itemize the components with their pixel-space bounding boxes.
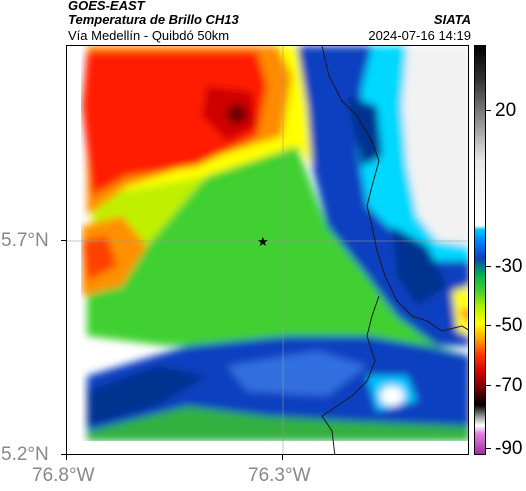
lat-label: 5.2°N bbox=[1, 444, 49, 465]
colorbar-tick bbox=[486, 325, 491, 326]
location-star-icon: ★ bbox=[257, 235, 269, 250]
clear-sky-region bbox=[402, 46, 468, 246]
brand-label: SIATA bbox=[433, 12, 471, 27]
product-title: Temperatura de Brillo CH13 bbox=[68, 12, 239, 27]
coastline-boundary bbox=[321, 46, 468, 454]
timestamp-label: 2024-07-16 14:19 bbox=[368, 28, 471, 43]
red-core-region bbox=[82, 51, 267, 196]
colorbar-label: -50 bbox=[495, 315, 523, 336]
lon-tick bbox=[282, 455, 283, 460]
green-field-region bbox=[87, 146, 468, 376]
colorbar-label: -30 bbox=[495, 256, 523, 277]
colorbar-tick bbox=[486, 448, 491, 449]
colorbar-tick bbox=[486, 110, 491, 111]
colorbar bbox=[474, 45, 486, 455]
lon-label: 76.3°W bbox=[248, 465, 311, 486]
lat-label: 5.7°N bbox=[1, 230, 49, 251]
cyan-edge-region bbox=[357, 46, 468, 261]
lat-tick bbox=[61, 454, 66, 455]
colorbar-gradient bbox=[475, 46, 485, 454]
lon-tick bbox=[66, 455, 67, 460]
colorbar-tick bbox=[486, 385, 491, 386]
colorbar-label: -70 bbox=[495, 375, 523, 396]
region-subtitle: Vía Medellín - Quibdó 50km bbox=[68, 28, 230, 43]
lon-label: 76.8°W bbox=[32, 465, 95, 486]
satellite-title: GOES-EAST bbox=[68, 0, 145, 13]
brightness-temperature-field: ★ bbox=[67, 46, 468, 454]
colorbar-label: 20 bbox=[495, 100, 517, 121]
colorbar-tick bbox=[486, 266, 491, 267]
lat-tick bbox=[61, 240, 66, 241]
colorbar-label: -90 bbox=[495, 438, 523, 459]
satellite-map[interactable]: ★ bbox=[66, 45, 469, 455]
